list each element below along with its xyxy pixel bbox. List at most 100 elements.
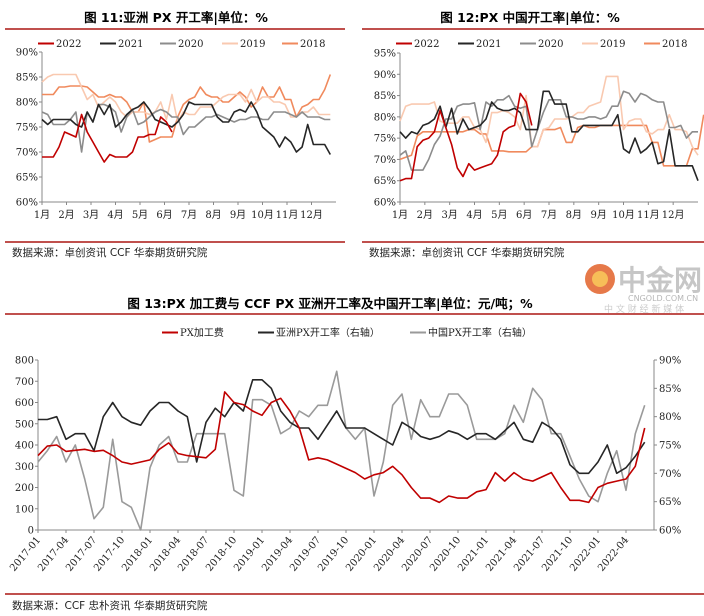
y-tick-label: 65%: [16, 173, 38, 184]
y-tick-label: 60%: [374, 198, 396, 209]
x-tick-label: 9月: [230, 209, 246, 221]
series-line-3: [399, 75, 699, 156]
y-tick-label: 75%: [16, 123, 38, 134]
x-tick-label: 7月: [541, 209, 557, 221]
legend-item: PX加工费: [162, 326, 224, 339]
legend-item: 2021: [100, 39, 143, 50]
y-tick-label: 85%: [374, 91, 396, 102]
x-tick-label: 6月: [156, 209, 172, 221]
x-tick-label: 9月: [590, 209, 606, 221]
y2-tick-label: 90%: [659, 356, 681, 367]
chart-asia-px-operating-rate: 图 11:亚洲 PX 开工率|单位：% 数据来源：卓创资讯 CCF 华泰期货研究…: [5, 10, 345, 259]
x-tick-label: 5月: [491, 209, 507, 221]
y-tick-label: 90%: [16, 48, 38, 59]
legend-item: 亚洲PX开工率（右轴）: [258, 326, 380, 339]
y-tick-label: 70%: [16, 148, 38, 159]
legend-item: 2019: [582, 39, 625, 50]
legend-label: 2022: [414, 39, 439, 50]
y2-tick-label: 75%: [659, 441, 681, 452]
source-note: 数据来源：卓创资讯 CCF 华泰期货研究院: [12, 246, 208, 259]
y2-tick-label: 60%: [659, 526, 681, 537]
y-tick-label: 200: [15, 483, 34, 494]
x-tick-label: 10月: [612, 209, 635, 221]
x-tick-label: 8月: [205, 209, 221, 221]
y-tick-label: 0: [28, 526, 34, 537]
y-tick-label: 60%: [16, 198, 38, 209]
series-line-0: [42, 113, 173, 163]
y2-tick-label: 70%: [659, 469, 681, 480]
legend-label: 亚洲PX开工率（右轴）: [276, 326, 380, 339]
chart-title: 图 13:PX 加工费与 CCF PX 亚洲开工率及中国开工率|单位：元/吨；%: [127, 296, 533, 311]
x-tick-label: 8月: [566, 209, 582, 221]
series-line-4: [399, 114, 704, 167]
watermark-brand: 中金网: [618, 264, 702, 297]
y-tick-label: 75%: [374, 134, 396, 145]
x-tick-label: 2月: [58, 209, 74, 221]
legend-label: 2022: [56, 39, 81, 50]
series-line-0: [399, 92, 533, 182]
legend-label: 2020: [178, 39, 203, 50]
y-tick-label: 80%: [16, 98, 38, 109]
x-tick-label: 1月: [34, 209, 50, 221]
y2-tick-label: 80%: [659, 412, 681, 423]
chart-px-margin-vs-operating-rates: 图 13:PX 加工费与 CCF PX 亚洲开工率及中国开工率|单位：元/吨；%…: [5, 296, 704, 612]
y-tick-label: 800: [15, 356, 34, 367]
source-note: 数据来源：卓创资讯 CCF 华泰期货研究院: [369, 246, 565, 259]
legend-item: 2022: [396, 39, 439, 50]
legend-item: 2020: [160, 39, 203, 50]
legend-label: 2020: [538, 39, 563, 50]
series-line-2: [399, 90, 698, 171]
legend-item: 2020: [520, 39, 563, 50]
chart-title: 图 11:亚洲 PX 开工率|单位：%: [84, 10, 268, 25]
x-tick-label: 12月: [662, 209, 685, 221]
x-tick-label: 7月: [181, 209, 197, 221]
y-tick-label: 500: [15, 419, 34, 430]
x-tick-label: 3月: [441, 209, 457, 221]
y-tick-label: 90%: [374, 70, 396, 81]
legend-label: 2021: [118, 39, 143, 50]
series-line-1: [38, 378, 646, 475]
x-tick-label: 10月: [251, 209, 274, 221]
chart-title: 图 12:PX 中国开工率|单位：%: [440, 10, 620, 25]
cngold-watermark-logo: 中金网 CNGOLD.COM.CN 中 文 财 经 新 媒 体: [585, 264, 702, 315]
x-tick-label: 6月: [516, 209, 532, 221]
watermark-domain: CNGOLD.COM.CN: [628, 294, 698, 303]
legend-item: 2022: [38, 39, 81, 50]
series-line-1: [399, 90, 699, 181]
series-line-0: [37, 391, 646, 504]
y-tick-label: 700: [15, 377, 34, 388]
legend-label: 2019: [600, 39, 625, 50]
legend-label: 2018: [662, 39, 687, 50]
y-tick-label: 80%: [374, 112, 396, 123]
y-tick-label: 70%: [374, 155, 396, 166]
watermark-tagline: 中 文 财 经 新 媒 体: [604, 303, 684, 315]
legend-item: 2021: [458, 39, 501, 50]
y-tick-label: 65%: [374, 176, 396, 187]
cngold-logo-inner-icon: [592, 271, 608, 287]
x-tick-label: 11月: [276, 209, 299, 221]
y-tick-label: 300: [15, 462, 34, 473]
legend-item: 2019: [222, 39, 265, 50]
legend-label: 2021: [476, 39, 501, 50]
legend-label: 中国PX开工率（右轴）: [428, 326, 532, 339]
x-tick-label: 1月: [392, 209, 408, 221]
x-tick-label: 4月: [107, 209, 123, 221]
legend-item: 2018: [644, 39, 687, 50]
y2-tick-label: 65%: [659, 497, 681, 508]
series-line-4: [42, 74, 332, 143]
x-tick-label: 2月: [417, 209, 433, 221]
y-tick-label: 85%: [16, 73, 38, 84]
x-tick-label: 11月: [637, 209, 660, 221]
x-tick-label: 4月: [466, 209, 482, 221]
y-tick-label: 400: [15, 441, 34, 452]
x-tick-label: 12月: [300, 209, 323, 221]
y-tick-label: 600: [15, 398, 34, 409]
legend-label: 2018: [300, 39, 325, 50]
legend-item: 中国PX开工率（右轴）: [410, 326, 532, 339]
x-tick-label: 3月: [83, 209, 99, 221]
x-tick-label: 5月: [132, 209, 148, 221]
source-note: 数据来源：CCF 忠朴资讯 华泰期货研究院: [12, 599, 208, 612]
chart-china-px-operating-rate: 图 12:PX 中国开工率|单位：% 数据来源：卓创资讯 CCF 华泰期货研究院…: [362, 10, 704, 259]
series-line-3: [41, 73, 331, 123]
